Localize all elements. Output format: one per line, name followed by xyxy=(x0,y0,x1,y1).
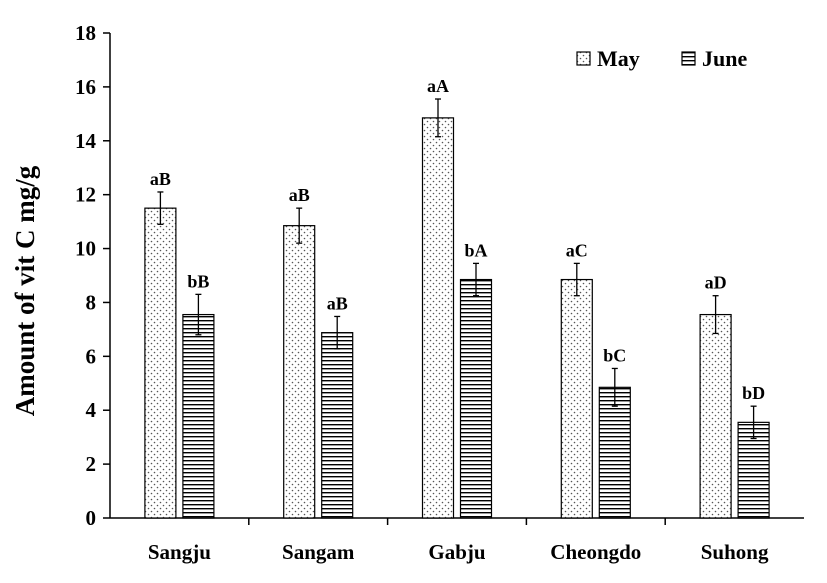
bar-june xyxy=(459,278,493,519)
data-label: aD xyxy=(705,273,727,293)
y-axis-title: Amount of vit C mg/g xyxy=(10,165,40,416)
data-label: aB xyxy=(327,293,348,313)
y-tick-label: 16 xyxy=(75,75,96,99)
category-label: Cheongdo xyxy=(550,540,641,564)
data-label: bD xyxy=(742,383,765,403)
data-label: bA xyxy=(464,240,487,260)
bar-may xyxy=(699,313,732,519)
legend-label-may: May xyxy=(597,46,640,71)
y-tick-label: 4 xyxy=(86,398,97,422)
y-tick-label: 12 xyxy=(75,183,96,207)
y-tick-label: 6 xyxy=(86,344,97,368)
data-label: aC xyxy=(566,240,588,260)
bar-may xyxy=(421,117,455,519)
bar-may xyxy=(283,225,316,519)
category-label: Suhong xyxy=(701,540,769,564)
data-label: aB xyxy=(289,185,310,205)
bar-june xyxy=(321,332,354,519)
legend-label-june: June xyxy=(702,46,747,71)
data-label: bB xyxy=(187,271,209,291)
y-tick-label: 2 xyxy=(86,452,97,476)
legend-swatch-june xyxy=(681,51,696,66)
y-tick-label: 18 xyxy=(75,21,96,45)
legend-swatch-may xyxy=(576,51,591,66)
bar-may xyxy=(144,207,177,519)
data-label: aB xyxy=(150,169,171,189)
y-tick-label: 0 xyxy=(86,506,97,530)
data-label: aA xyxy=(427,76,449,96)
data-label: bC xyxy=(603,345,626,365)
category-label: Gabju xyxy=(428,540,486,564)
category-label: Sangam xyxy=(282,540,355,564)
bar-june xyxy=(182,313,215,519)
y-tick-label: 8 xyxy=(86,290,97,314)
bar-may xyxy=(560,278,593,519)
bar-june xyxy=(598,386,631,519)
y-tick-label: 14 xyxy=(75,129,97,153)
category-label: Sangju xyxy=(148,540,211,564)
y-tick-label: 10 xyxy=(75,237,96,261)
